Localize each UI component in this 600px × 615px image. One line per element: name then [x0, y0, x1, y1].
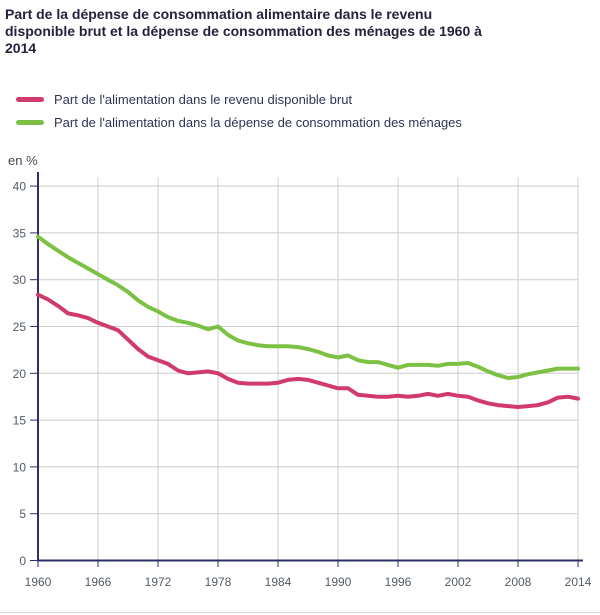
- x-tick-label: 1972: [145, 575, 172, 589]
- chart-title: Part de la dépense de consommation alime…: [5, 6, 482, 56]
- bottom-divider: [0, 612, 600, 613]
- series-line-revenu: [36, 292, 580, 409]
- legend-label: Part de l'alimentation dans la dépense d…: [54, 115, 462, 130]
- y-tick-label: 20: [13, 367, 27, 381]
- y-tick-label: 40: [13, 180, 27, 194]
- legend-item-revenu: Part de l'alimentation dans le revenu di…: [16, 88, 462, 111]
- x-tick-label: 2008: [505, 575, 532, 589]
- y-tick-label: 15: [13, 414, 27, 428]
- y-tick-label: 5: [19, 507, 26, 521]
- x-tick-label: 1978: [205, 575, 232, 589]
- x-tick-label: 1984: [265, 575, 292, 589]
- y-tick-label: 35: [13, 226, 27, 240]
- legend-swatch-pink-icon: [16, 97, 44, 102]
- x-tick-label: 1996: [385, 575, 412, 589]
- x-tick-label: 1990: [325, 575, 352, 589]
- x-tick-label: 2002: [445, 575, 472, 589]
- y-tick-label: 10: [13, 460, 27, 474]
- y-tick-label: 0: [19, 554, 26, 568]
- legend-label: Part de l'alimentation dans le revenu di…: [54, 92, 353, 107]
- series-line-consommation: [36, 234, 580, 380]
- x-tick-label: 2014: [565, 575, 592, 589]
- legend-swatch-green-icon: [16, 120, 44, 125]
- x-tick-label: 1960: [25, 575, 52, 589]
- y-tick-label: 30: [13, 273, 27, 287]
- x-tick-label: 1966: [85, 575, 112, 589]
- legend-item-consommation: Part de l'alimentation dans la dépense d…: [16, 111, 462, 134]
- y-tick-label: 25: [13, 320, 27, 334]
- legend: Part de l'alimentation dans le revenu di…: [16, 88, 462, 134]
- y-axis-unit-label: en %: [8, 153, 38, 168]
